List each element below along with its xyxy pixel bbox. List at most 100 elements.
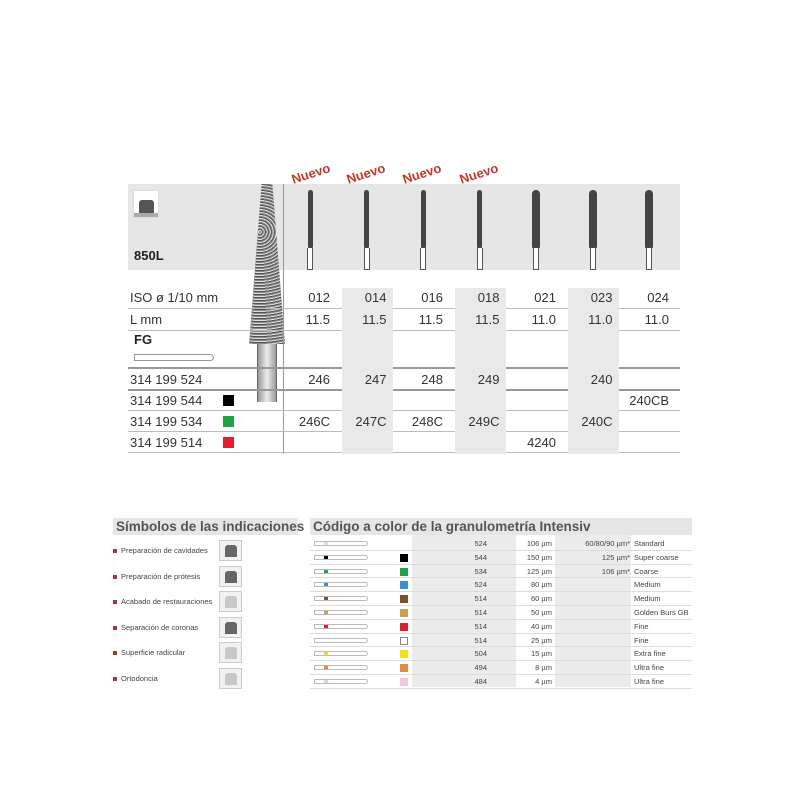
code-band [412,535,516,687]
root-surface-icon [219,642,242,663]
shank-marker-icon [314,582,368,588]
shank-marker-icon [314,568,368,574]
shank-marker-icon [314,596,368,602]
grit-size: 125 µm [526,566,552,576]
size-column: 023 11.0 240 240C [567,160,619,454]
indication-label: Acabado de restauraciones [121,597,213,606]
color-swatch [400,650,408,659]
length-label: L mm [130,312,163,327]
grit-code: 544 [474,552,487,562]
grit-row: 534 125 µm 106 µm* Coarse [310,565,692,579]
color-swatch [223,437,234,448]
grit-code: 534 [474,566,487,576]
length-value: 11.5 [418,312,443,327]
product-code[interactable]: 249C [468,414,500,429]
grit-name: Coarse [634,566,659,576]
iso-value: 016 [421,290,443,305]
color-swatch [400,553,408,562]
column-shade [567,288,619,454]
indications-section: Símbolos de las indicaciones Preparación… [113,518,304,689]
grit-row: 524 106 µm 60/80/90 µm* Standard [310,537,692,551]
product-code[interactable]: 248C [411,414,443,429]
indication-item: Separación de coronas [113,623,198,632]
color-swatch [223,395,234,406]
grit-code: 504 [474,649,487,659]
length-value: 11.5 [362,312,387,327]
color-swatch [400,636,408,645]
product-code[interactable]: 240 [590,372,613,387]
bur-silhouette-icon [644,190,654,270]
iso-value: 014 [364,290,387,305]
grit-title: Código a color de la granulometría Inten… [310,518,692,535]
grit-alt-size: 106 µm* [601,566,630,576]
grit-code: 484 [474,677,487,686]
product-code[interactable]: 247 [364,372,387,387]
grit-row: 504 15 µm Extra fine [310,647,692,662]
product-code[interactable]: 249 [477,372,500,387]
grit-row: 514 60 µm Medium [310,592,692,606]
grit-name: Super coarse [634,552,679,562]
grit-name: Fine [634,635,649,645]
column-shade [454,288,506,454]
cavity-prep-icon [219,540,242,561]
color-swatch [400,595,408,604]
row-divider [128,389,680,391]
shank-marker-icon [314,554,368,560]
new-badge: Nuevo [400,160,444,187]
iso-value: 023 [590,290,613,305]
length-value: 11.0 [644,312,669,327]
bur-image [247,184,287,402]
shank-marker-icon [314,623,368,629]
grit-name: Fine [634,621,649,631]
iso-value: 018 [477,290,500,305]
bur-silhouette-icon [531,190,541,270]
grit-code: 514 [474,635,487,645]
grit-code: 514 [474,594,487,604]
grit-code: 514 [474,608,487,617]
indication-item: Superficie radicular [113,648,185,657]
length-value: 11.0 [531,312,556,327]
product-code[interactable]: 247C [355,414,387,429]
indication-label: Preparación de cavidades [121,546,208,555]
restoration-finish-icon [219,591,242,612]
indication-item: Acabado de restauraciones [113,597,212,606]
grit-code: 524 [474,539,487,548]
product-code[interactable]: 246 [308,372,330,387]
shank-marker-icon [314,541,368,546]
product-code[interactable]: 4240 [527,435,556,450]
bullet-icon [113,676,117,681]
iso-value: 021 [534,290,556,305]
grit-row: 494 8 µm Ultra fine [310,661,692,675]
system-label: FG [134,332,153,347]
bullet-icon [113,651,117,656]
color-swatch [400,664,408,673]
grit-size: 4 µm [535,677,552,686]
ref-number: 314 199 524 [130,372,203,387]
ref-number: 314 199 544 [130,393,203,408]
row-divider [128,308,680,309]
bullet-icon [113,600,117,605]
row-divider [128,330,680,331]
size-column: Nuevo 014 11.5 247 247C [341,160,393,454]
grit-size: 8 µm [535,663,552,673]
product-code[interactable]: 240CB [629,393,669,408]
iso-label: ISO ø 1/10 mm [130,290,219,305]
grit-section: Código a color de la granulometría Inten… [310,518,692,689]
product-code[interactable]: 248 [421,372,443,387]
bur-silhouette-icon [418,190,428,270]
grit-size: 15 µm [531,649,552,659]
product-code[interactable]: 240C [581,414,613,429]
product-code[interactable]: 246C [298,414,330,429]
new-badge: Nuevo [344,160,387,187]
orthodontics-icon [219,667,242,689]
grit-alt-size: 60/80/90 µm* [585,539,630,548]
shank-marker-icon [314,651,368,657]
color-swatch [400,609,408,617]
length-value: 11.5 [305,312,330,327]
grit-row: 514 50 µm Golden Burs GB [310,606,692,620]
color-swatch [400,622,408,631]
grit-size: 60 µm [531,594,552,604]
size-column: Nuevo 012 11.5 246 246C [285,160,336,454]
indication-label: Ortodoncia [121,673,158,683]
grit-size: 150 µm [526,552,552,562]
